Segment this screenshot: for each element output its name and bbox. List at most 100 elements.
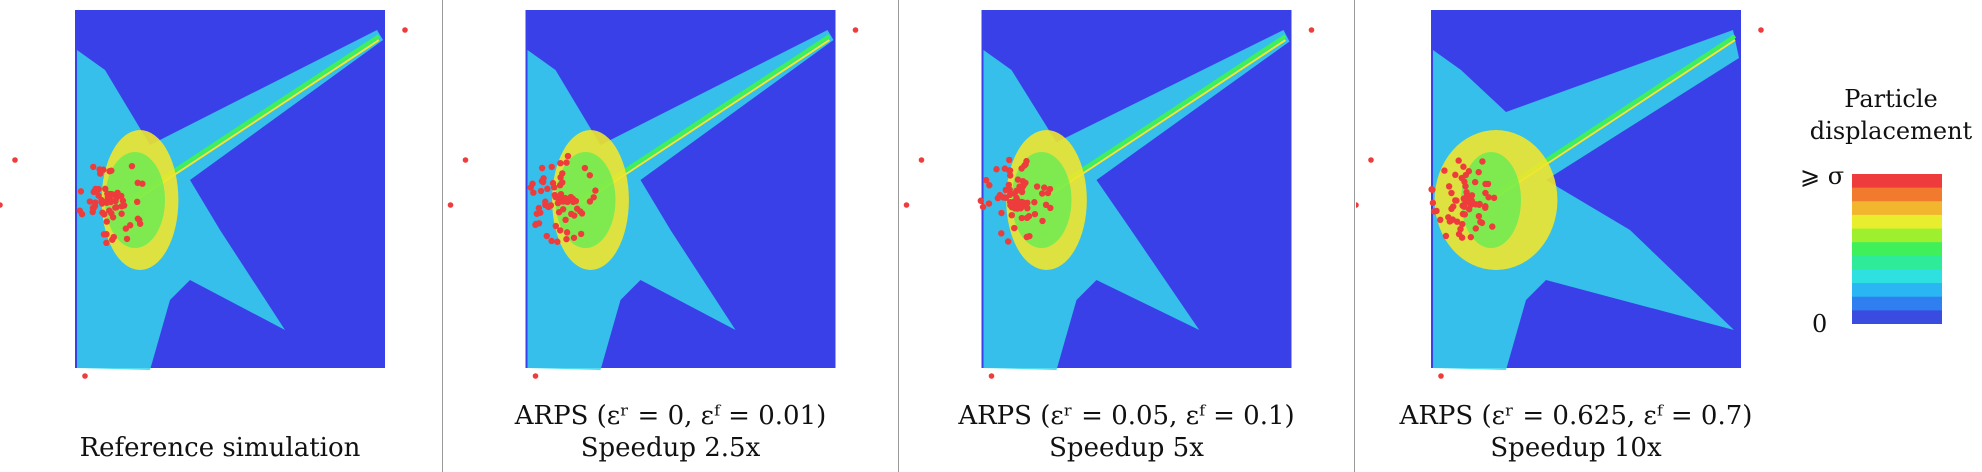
ejected-particle [92, 185, 99, 193]
ejected-particle [903, 202, 910, 208]
ejected-particle [1039, 217, 1046, 225]
ejected-particle [581, 164, 589, 172]
ejected-particle [1006, 156, 1013, 164]
ejected-particle [1041, 184, 1048, 191]
ejected-particle [98, 198, 105, 206]
ejected-particle [103, 218, 110, 225]
ejected-particle [100, 166, 107, 173]
ejected-particle [77, 188, 85, 195]
ejected-particle [577, 230, 585, 238]
ejected-particle [556, 227, 564, 234]
ejected-particle [568, 210, 575, 218]
ejected-particle [557, 174, 564, 181]
ejected-particle [998, 209, 1005, 217]
ejected-particle [1024, 204, 1031, 212]
ejected-particle [994, 194, 1002, 202]
ejected-particle [1018, 214, 1025, 222]
ejected-particle [986, 182, 993, 189]
ejected-particle [1031, 199, 1038, 206]
colorbar-segment [1852, 228, 1942, 243]
ejected-particle [1006, 191, 1014, 199]
ejected-particle [532, 221, 539, 229]
crack-pattern [1356, 27, 1764, 379]
ejected-particle [532, 373, 539, 379]
ejected-particle [567, 193, 575, 201]
ejected-particle [1023, 233, 1030, 241]
ejected-particle [1452, 171, 1459, 179]
ejected-particle [1004, 238, 1012, 245]
ejected-particle [527, 184, 534, 191]
ejected-particle [1024, 199, 1031, 207]
ejected-particle [555, 209, 563, 216]
ejected-particle [852, 27, 859, 33]
ejected-particle [76, 207, 83, 214]
ejected-particle [1465, 168, 1473, 175]
ejected-particle [136, 220, 144, 227]
ejected-particle [1428, 186, 1435, 193]
ejected-particle [1033, 183, 1041, 190]
ejected-particle [1453, 197, 1460, 204]
ejected-particle [552, 193, 559, 201]
ejected-particle [1356, 202, 1359, 208]
ejected-particle [1445, 183, 1453, 190]
panel-reference: Reference simulation [0, 0, 440, 472]
crack-pattern [903, 27, 1315, 379]
ejected-particle [563, 235, 570, 243]
ejected-particle [447, 202, 454, 208]
ejected-particle [1018, 165, 1025, 172]
panel-divider [442, 0, 443, 472]
ejected-particle [1479, 158, 1486, 165]
ejected-particle [998, 230, 1005, 237]
panel-arps-2: ARPS (εʳ = 0.05, εᶠ = 0.1) Speedup 5x [900, 0, 1353, 472]
panel-caption-line2: Speedup 5x [1049, 433, 1204, 463]
ejected-particle [1489, 223, 1496, 230]
ejected-particle [988, 373, 995, 379]
impact-zone [1011, 152, 1072, 248]
ejected-particle [1472, 225, 1479, 232]
ejected-particle [538, 164, 546, 172]
panel-caption-line2: Speedup 2.5x [580, 433, 761, 463]
ejected-particle [1368, 157, 1374, 163]
legend-title-line2: displacement [1809, 117, 1973, 145]
ejected-particle [554, 238, 561, 245]
ejected-particle [92, 199, 99, 206]
ejected-particle [1437, 216, 1444, 224]
crack-region [77, 30, 383, 370]
ejected-particle [1011, 224, 1018, 232]
ejected-particle [1002, 186, 1010, 194]
crack-region [983, 30, 1290, 370]
ejected-particle [1482, 180, 1489, 188]
ejected-particle [537, 187, 545, 195]
ejected-particle [985, 200, 993, 207]
panel-divider [898, 0, 899, 472]
ejected-particle [1461, 203, 1468, 210]
ejected-particle [993, 166, 1000, 173]
crack-pattern [0, 27, 408, 379]
ejected-particle [1046, 185, 1054, 193]
ejected-particle [1014, 199, 1022, 207]
colorbar [1852, 174, 1942, 324]
ejected-particle [562, 216, 569, 224]
ejected-particle [134, 179, 141, 187]
ejected-particle [563, 159, 570, 166]
ejected-particle [119, 197, 127, 204]
ejected-particle [1460, 163, 1467, 170]
ejected-particle [128, 162, 136, 170]
ejected-particle [1442, 232, 1450, 240]
colorbar-segment [1852, 269, 1942, 284]
ejected-particle [1007, 172, 1014, 179]
ejected-particle [559, 179, 566, 186]
ejected-particle [538, 177, 546, 185]
colorbar-segment [1852, 255, 1942, 270]
ejected-particle [106, 167, 113, 175]
simulation-image [1356, 10, 1764, 379]
ejected-particle [1461, 211, 1468, 218]
ejected-particle [1472, 201, 1479, 208]
legend-max-label: ⩾ σ [1800, 162, 1845, 190]
ejected-particle [918, 157, 925, 163]
ejected-particle [1038, 190, 1046, 197]
ejected-particle [112, 204, 119, 211]
colorbar-segment [1852, 214, 1942, 230]
panel-divider [1354, 0, 1355, 472]
ejected-particle [1449, 216, 1456, 223]
